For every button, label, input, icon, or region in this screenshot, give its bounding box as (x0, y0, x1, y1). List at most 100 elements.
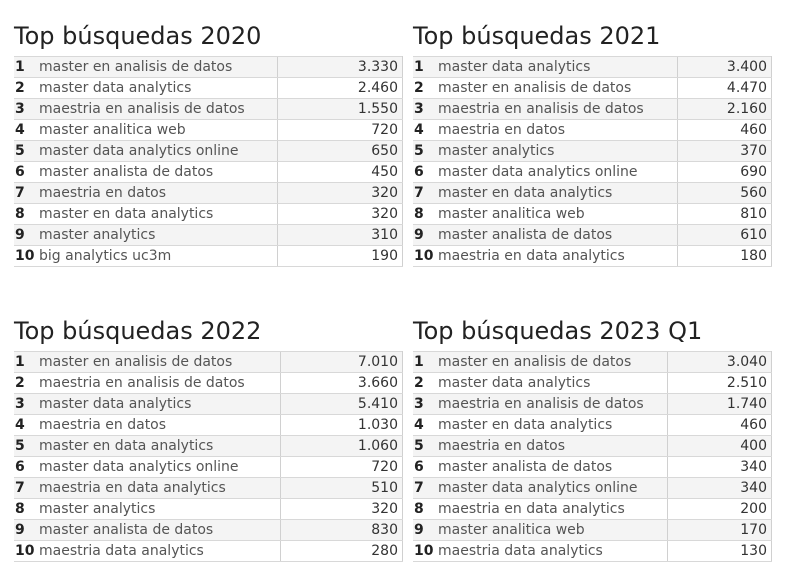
rank-cell: 8 (413, 203, 438, 225)
table-row: 9 master analista de datos 830 (14, 519, 403, 541)
search-count-cell: 320 (280, 498, 403, 520)
search-term-cell: master data analytics (438, 372, 668, 394)
table-row: 5 master data analytics online 650 (14, 140, 403, 162)
table-row: 10 maestria en data analytics 180 (413, 245, 772, 267)
table-row: 9 master analytics 310 (14, 224, 403, 246)
search-count-cell: 3.400 (677, 56, 772, 78)
search-count-cell: 200 (667, 498, 772, 520)
ranking-table: 1 master data analytics 3.400 2 master en an… (413, 56, 772, 267)
table-row: 4 maestria en datos 1.030 (14, 414, 403, 436)
panel-2023-q1: Top búsquedas 2023 Q1 1 master en analisi… (413, 317, 772, 562)
table-row: 7 maestria en datos 320 (14, 182, 403, 204)
search-term-cell: maestria en datos (438, 435, 668, 457)
rank-cell: 3 (413, 393, 438, 415)
table-row: 3 maestria en analisis de datos 1.550 (14, 98, 403, 120)
ranking-table: 1 master en analisis de datos 7.010 2 maestr… (14, 351, 403, 562)
search-count-cell: 280 (280, 540, 403, 562)
table-row: 5 maestria en datos 400 (413, 435, 772, 457)
rank-cell: 6 (413, 161, 438, 183)
search-term-cell: master data analytics (39, 77, 278, 99)
search-term-cell: master en analisis de datos (39, 351, 281, 373)
panel-title: Top búsquedas 2023 Q1 (413, 317, 703, 345)
search-term-cell: maestria en analisis de datos (438, 98, 678, 120)
search-count-cell: 5.410 (280, 393, 403, 415)
search-term-cell: master data analytics online (39, 456, 281, 478)
table-row: 7 master en data analytics 560 (413, 182, 772, 204)
search-count-cell: 400 (667, 435, 772, 457)
rank-cell: 8 (14, 203, 39, 225)
search-count-cell: 690 (677, 161, 772, 183)
panel-title: Top búsquedas 2021 (413, 22, 661, 50)
rank-cell: 2 (14, 77, 39, 99)
rank-cell: 10 (413, 540, 438, 562)
rank-cell: 2 (413, 77, 438, 99)
table-row: 3 maestria en analisis de datos 2.160 (413, 98, 772, 120)
search-count-cell: 2.460 (277, 77, 403, 99)
rank-cell: 7 (14, 182, 39, 204)
search-count-cell: 3.660 (280, 372, 403, 394)
search-count-cell: 2.160 (677, 98, 772, 120)
rank-cell: 4 (14, 119, 39, 141)
search-count-cell: 460 (667, 414, 772, 436)
rank-cell: 5 (14, 435, 39, 457)
search-count-cell: 460 (677, 119, 772, 141)
search-count-cell: 340 (667, 477, 772, 499)
rank-cell: 2 (14, 372, 39, 394)
search-count-cell: 720 (277, 119, 403, 141)
panel-2021: Top búsquedas 2021 1 master data analytic… (413, 22, 772, 267)
table-row: 4 master analitica web 720 (14, 119, 403, 141)
search-term-cell: master en analisis de datos (39, 56, 278, 78)
table-row: 1 master en analisis de datos 7.010 (14, 351, 403, 373)
search-count-cell: 3.330 (277, 56, 403, 78)
table-row: 2 master data analytics 2.460 (14, 77, 403, 99)
search-count-cell: 180 (677, 245, 772, 267)
table-row: 6 master analista de datos 450 (14, 161, 403, 183)
rank-cell: 7 (413, 182, 438, 204)
search-term-cell: maestria data analytics (39, 540, 281, 562)
search-term-cell: maestria en datos (438, 119, 678, 141)
search-count-cell: 810 (677, 203, 772, 225)
rank-cell: 3 (14, 98, 39, 120)
search-term-cell: master en data analytics (438, 414, 668, 436)
table-row: 2 master en analisis de datos 4.470 (413, 77, 772, 99)
search-term-cell: master en data analytics (438, 182, 678, 204)
search-term-cell: maestria data analytics (438, 540, 668, 562)
search-term-cell: maestria en data analytics (39, 477, 281, 499)
search-term-cell: maestria en data analytics (438, 498, 668, 520)
table-row: 3 maestria en analisis de datos 1.740 (413, 393, 772, 415)
search-count-cell: 310 (277, 224, 403, 246)
rank-cell: 3 (413, 98, 438, 120)
search-count-cell: 2.510 (667, 372, 772, 394)
search-term-cell: master analytics (39, 498, 281, 520)
table-row: 10 maestria data analytics 280 (14, 540, 403, 562)
table-row: 1 master data analytics 3.400 (413, 56, 772, 78)
search-term-cell: master analista de datos (438, 456, 668, 478)
table-row: 2 maestria en analisis de datos 3.660 (14, 372, 403, 394)
search-term-cell: maestria en datos (39, 182, 278, 204)
search-count-cell: 1.030 (280, 414, 403, 436)
rank-cell: 6 (14, 456, 39, 478)
search-term-cell: master analista de datos (438, 224, 678, 246)
search-term-cell: big analytics uc3m (39, 245, 278, 267)
search-count-cell: 4.470 (677, 77, 772, 99)
search-count-cell: 1.740 (667, 393, 772, 415)
table-row: 6 master analista de datos 340 (413, 456, 772, 478)
search-count-cell: 830 (280, 519, 403, 541)
search-count-cell: 170 (667, 519, 772, 541)
rank-cell: 5 (413, 140, 438, 162)
table-row: 7 master data analytics online 340 (413, 477, 772, 499)
search-count-cell: 130 (667, 540, 772, 562)
search-count-cell: 190 (277, 245, 403, 267)
table-row: 8 maestria en data analytics 200 (413, 498, 772, 520)
rank-cell: 8 (413, 498, 438, 520)
rank-cell: 4 (413, 119, 438, 141)
rank-cell: 8 (14, 498, 39, 520)
table-row: 10 big analytics uc3m 190 (14, 245, 403, 267)
table-row: 4 master en data analytics 460 (413, 414, 772, 436)
search-count-cell: 7.010 (280, 351, 403, 373)
search-term-cell: master analitica web (438, 519, 668, 541)
rank-cell: 2 (413, 372, 438, 394)
table-row: 5 master analytics 370 (413, 140, 772, 162)
search-term-cell: master analitica web (39, 119, 278, 141)
search-term-cell: master en analisis de datos (438, 77, 678, 99)
